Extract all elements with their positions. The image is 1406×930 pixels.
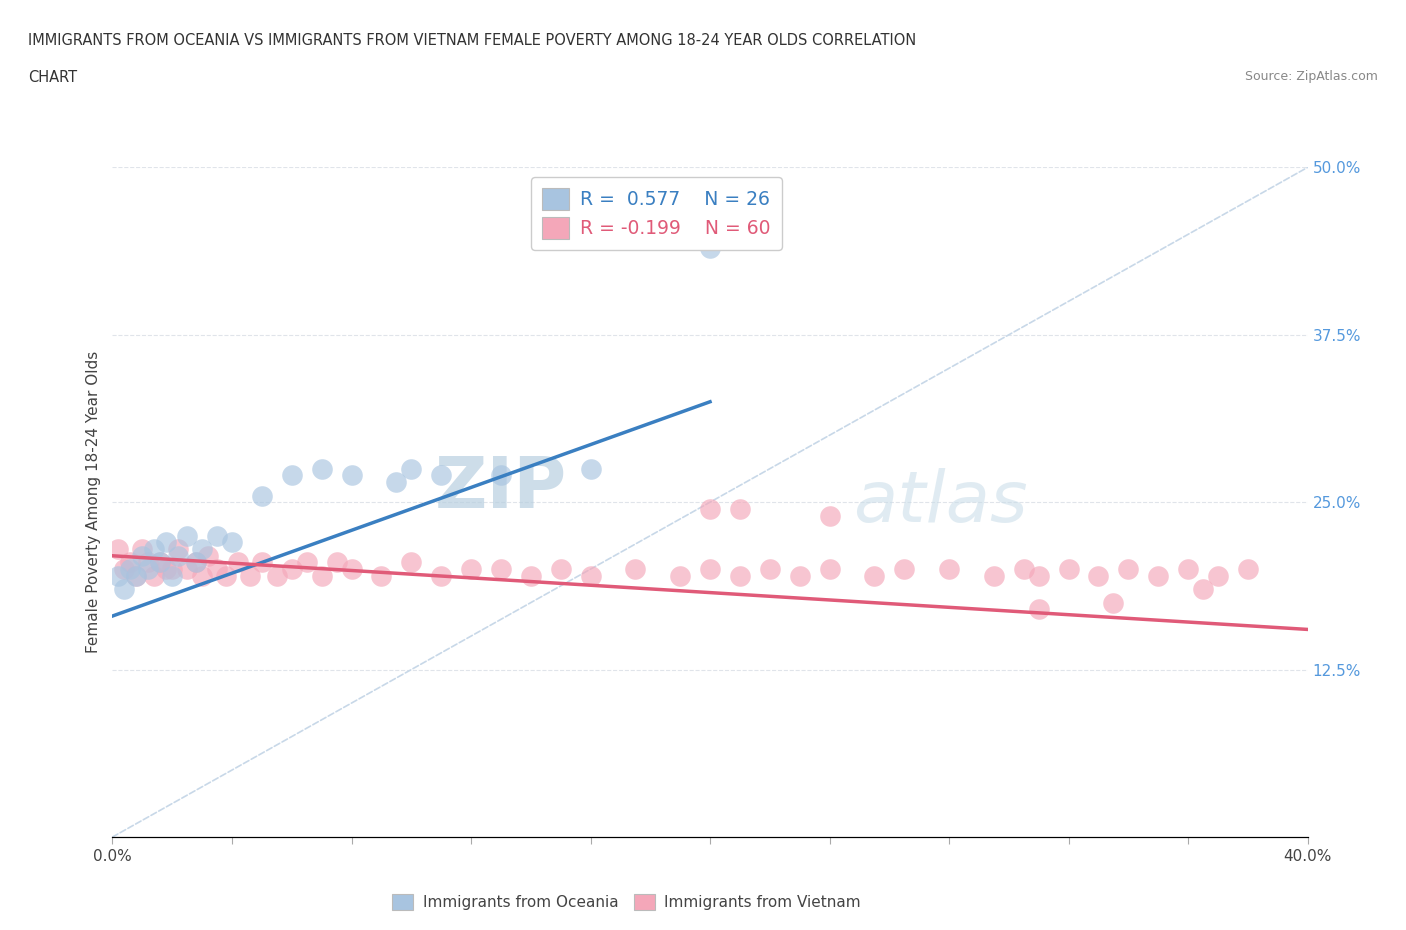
Point	[728, 501, 751, 516]
Point	[167, 541, 190, 556]
Point	[311, 568, 333, 583]
Point	[197, 549, 219, 564]
Point	[131, 549, 153, 564]
Point	[385, 474, 408, 489]
Point	[149, 555, 172, 570]
Point	[120, 562, 142, 577]
Point	[131, 541, 153, 556]
Point	[579, 461, 602, 476]
Text: Source: ZipAtlas.com: Source: ZipAtlas.com	[1244, 70, 1378, 83]
Legend: Immigrants from Oceania, Immigrants from Vietnam: Immigrants from Oceania, Immigrants from…	[385, 888, 868, 916]
Point	[1028, 602, 1050, 617]
Point	[311, 461, 333, 476]
Point	[1028, 568, 1050, 583]
Point	[1087, 568, 1109, 583]
Point	[205, 528, 228, 543]
Text: IMMIGRANTS FROM OCEANIA VS IMMIGRANTS FROM VIETNAM FEMALE POVERTY AMONG 18-24 YE: IMMIGRANTS FROM OCEANIA VS IMMIGRANTS FR…	[28, 33, 917, 47]
Point	[789, 568, 811, 583]
Point	[250, 488, 273, 503]
Point	[281, 562, 304, 577]
Point	[114, 562, 135, 577]
Point	[699, 240, 721, 255]
Point	[162, 562, 183, 577]
Point	[295, 555, 318, 570]
Point	[149, 555, 172, 570]
Point	[340, 468, 363, 483]
Point	[1206, 568, 1229, 583]
Point	[1118, 562, 1140, 577]
Point	[1192, 582, 1215, 597]
Point	[818, 508, 841, 523]
Point	[699, 501, 721, 516]
Point	[893, 562, 915, 577]
Y-axis label: Female Poverty Among 18-24 Year Olds: Female Poverty Among 18-24 Year Olds	[86, 352, 101, 654]
Point	[863, 568, 886, 583]
Point	[460, 562, 482, 577]
Point	[699, 562, 721, 577]
Point	[430, 468, 453, 483]
Point	[176, 528, 198, 543]
Point	[1012, 562, 1035, 577]
Point	[107, 541, 129, 556]
Point	[107, 568, 129, 583]
Point	[114, 582, 135, 597]
Point	[221, 535, 243, 550]
Point	[370, 568, 392, 583]
Point	[215, 568, 238, 583]
Point	[325, 555, 347, 570]
Point	[239, 568, 262, 583]
Point	[162, 568, 183, 583]
Point	[138, 555, 160, 570]
Point	[167, 549, 190, 564]
Point	[155, 562, 177, 577]
Point	[1177, 562, 1199, 577]
Text: CHART: CHART	[28, 70, 77, 85]
Point	[430, 568, 453, 583]
Point	[818, 562, 841, 577]
Point	[728, 568, 751, 583]
Point	[938, 562, 960, 577]
Point	[143, 568, 166, 583]
Point	[669, 568, 692, 583]
Point	[155, 535, 177, 550]
Point	[1237, 562, 1260, 577]
Point	[759, 562, 782, 577]
Point	[226, 555, 249, 570]
Point	[191, 568, 214, 583]
Point	[266, 568, 288, 583]
Point	[401, 555, 423, 570]
Text: ZIP: ZIP	[434, 455, 567, 524]
Point	[250, 555, 273, 570]
Point	[1147, 568, 1170, 583]
Point	[143, 541, 166, 556]
Point	[281, 468, 304, 483]
Point	[191, 541, 214, 556]
Point	[205, 562, 228, 577]
Point	[176, 562, 198, 577]
Point	[186, 555, 208, 570]
Point	[489, 562, 512, 577]
Point	[138, 562, 160, 577]
Point	[125, 568, 148, 583]
Point	[520, 568, 543, 583]
Point	[120, 555, 142, 570]
Point	[186, 555, 208, 570]
Point	[489, 468, 512, 483]
Point	[983, 568, 1005, 583]
Point	[1102, 595, 1125, 610]
Point	[401, 461, 423, 476]
Point	[1057, 562, 1080, 577]
Point	[340, 562, 363, 577]
Point	[550, 562, 572, 577]
Point	[125, 568, 148, 583]
Point	[579, 568, 602, 583]
Point	[624, 562, 647, 577]
Text: atlas: atlas	[853, 468, 1028, 537]
